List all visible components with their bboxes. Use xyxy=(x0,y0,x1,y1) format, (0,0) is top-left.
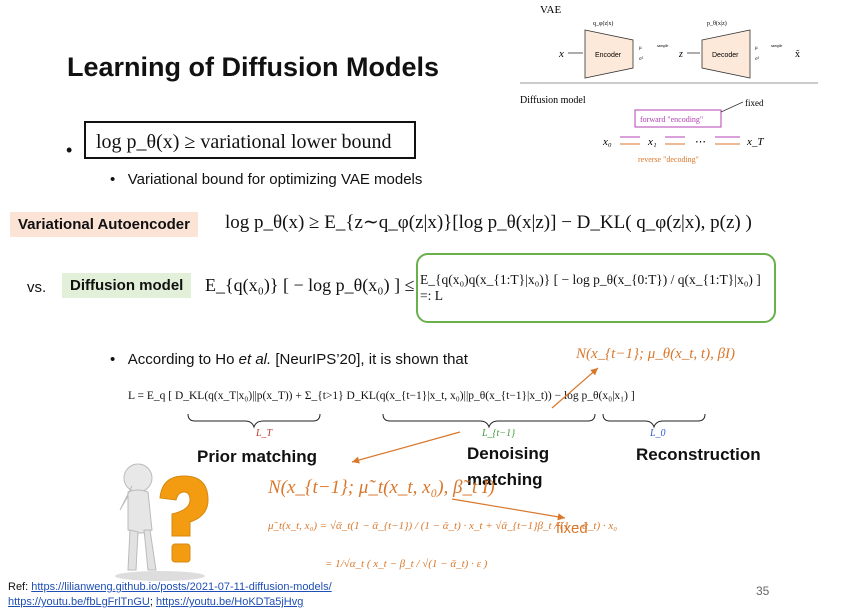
ref-link-youtube-2[interactable]: https://youtu.be/HoKDTa5jHvg xyxy=(155,596,304,608)
mu-tilde-line-2: = 1/√α_t ( x_t − β_t / √(1 − ᾱ_t) · ε ) xyxy=(325,558,488,570)
diagram-mu-2: μ xyxy=(755,46,758,51)
diffusion-bound-box xyxy=(416,253,776,323)
diagram-sample-2: sample xyxy=(771,43,783,48)
ref-link-lilianweng[interactable]: https://lilianweng.github.io/posts/2021-… xyxy=(31,581,332,593)
denoising-label-2: matching xyxy=(467,470,543,489)
brace-L0 xyxy=(602,413,706,429)
sub-bullet-2-dot: • xyxy=(110,351,128,368)
diagram-sample-1: sample xyxy=(657,43,669,48)
brace-Lt1 xyxy=(382,413,596,429)
page-number: 35 xyxy=(756,584,770,598)
mu-tilde-line-1: μ̃_t(x_t, x₀) = √ᾱ_t(1 − ᾱ_{t−1}) / (1 −… xyxy=(268,520,618,532)
sub-bullet-1: • Variational bound for optimizing VAE m… xyxy=(110,171,422,188)
encoder-shape xyxy=(584,29,634,79)
fixed-label: fixed xyxy=(556,520,588,537)
lower-bound-box: log p_θ(x) ≥ variational lower bound xyxy=(84,121,416,159)
label-L0: L_0 xyxy=(650,428,666,439)
diagram-p-label: p_θ(x|z) xyxy=(707,20,727,27)
diagram-z: z xyxy=(678,49,683,60)
diagram-x-hat: x̃ xyxy=(795,49,800,60)
arrow-to-normal-p xyxy=(551,367,599,409)
diagram-mu-1: μ xyxy=(639,46,642,51)
label-Lt1: L_{t−1} xyxy=(482,428,516,439)
decoder-shape xyxy=(701,29,751,79)
slide-title: Learning of Diffusion Models xyxy=(67,52,439,82)
diagram-vae-label: VAE xyxy=(540,4,561,16)
prior-matching-label: Prior matching xyxy=(197,447,317,466)
vae-tag: Variational Autoencoder xyxy=(10,212,198,237)
diagram-encoder: Encoder xyxy=(595,52,622,59)
forward-box xyxy=(634,109,722,128)
diagram-x1: x₁ xyxy=(647,136,657,148)
diagram-fixed: fixed xyxy=(745,98,764,108)
diagram-sigma-1: σ² xyxy=(639,56,644,62)
diagram-q-label: q_φ(z|x) xyxy=(593,20,613,27)
normal-q: N(x_{t−1}; μ̃_t(x_t, x₀), β̃_t I) xyxy=(268,477,495,498)
bullet-dot: • xyxy=(66,140,73,160)
sub-bullet-2-prefix: According to Ho xyxy=(127,351,239,368)
diagram-sigma-2: σ² xyxy=(755,56,760,62)
diffusion-right-equation: E_{q(x₀)q(x_{1:T}|x₀)} [ − log p_θ(x_{0:… xyxy=(420,272,761,303)
thinking-person-question-icon xyxy=(115,463,209,581)
diagram-decoder: Decoder xyxy=(712,52,739,59)
references-line-1: Ref: https://lilianweng.github.io/posts/… xyxy=(8,581,332,593)
underbraces xyxy=(187,413,706,429)
ref-prefix: Ref: xyxy=(8,581,32,593)
sub-bullet-1-dot: • xyxy=(110,171,128,188)
arrow-to-fixed xyxy=(451,498,566,521)
elbo-equation: L = E_q [ D_KL(q(x_T|x₀)||p(x_T)) + Σ_{t… xyxy=(128,390,635,402)
denoising-label-1: Denoising xyxy=(467,444,550,463)
vae-diffusion-diagram: VAE q_φ(z|x) p_θ(x|z) x Encoder μ σ² sam… xyxy=(520,4,818,164)
orange-arrows xyxy=(351,367,599,521)
diagram-reverse: reverse "decoding" xyxy=(638,155,699,164)
vs-label: vs. xyxy=(27,279,47,296)
diagram-x: x xyxy=(558,48,564,60)
sub-bullet-2: • According to Ho et al. [NeurIPS’20], i… xyxy=(110,351,468,368)
reconstruction-label: Reconstruction xyxy=(636,445,761,464)
normal-p-theta: N(x_{t−1}; μ_θ(x_t, t), βI) xyxy=(576,346,736,362)
diagram-diffusion-label: Diffusion model xyxy=(520,95,586,106)
vae-bound-equation: log p_θ(x) ≥ E_{z∼q_φ(z|x)}[log p_θ(x|z)… xyxy=(225,212,752,233)
label-LT: L_T xyxy=(256,428,273,439)
diagram-x0: x₀ xyxy=(602,136,612,148)
references-line-2: https://youtu.be/fbLgFrlTnGU; https://yo… xyxy=(8,596,303,608)
sub-bullet-1-text: Variational bound for optimizing VAE mod… xyxy=(127,171,423,188)
diagram-forward: forward "encoding" xyxy=(640,115,703,124)
sub-bullet-2-suffix: [NeurIPS’20], it is shown that xyxy=(271,351,468,368)
brace-LT xyxy=(187,413,321,429)
arrow-to-normal-q xyxy=(351,431,461,464)
ref-sep: ; xyxy=(149,596,156,608)
sub-bullet-2-italic: et al. xyxy=(238,351,272,368)
diagram-dots: ⋯ xyxy=(695,136,706,148)
diffusion-left-equation: E_{q(x₀)} [ − log p_θ(x₀) ] ≤ xyxy=(205,275,415,295)
diffusion-tag: Diffusion model xyxy=(62,273,192,298)
diagram-xT: x_T xyxy=(746,136,764,148)
ref-link-youtube-1[interactable]: https://youtu.be/fbLgFrlTnGU xyxy=(8,596,150,608)
fixed-pointer xyxy=(720,101,744,113)
lower-bound-text: log p_θ(x) ≥ variational lower bound xyxy=(96,131,392,153)
